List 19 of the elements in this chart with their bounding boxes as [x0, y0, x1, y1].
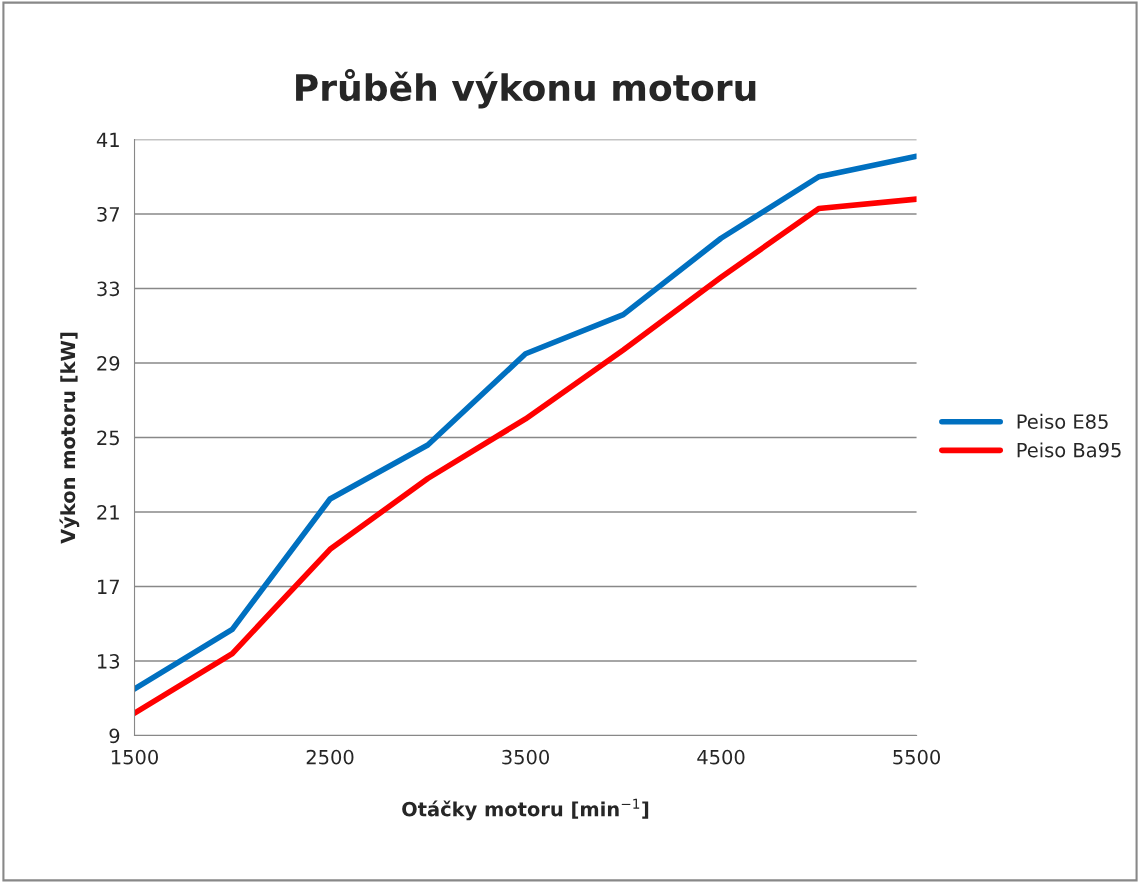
y-tick-label: 37: [97, 206, 119, 222]
y-axis-title: Výkon motoru [kW]: [59, 332, 80, 544]
legend-label: Peiso Ba95: [1017, 442, 1121, 458]
chart-title: Průběh výkonu motoru: [296, 68, 756, 109]
x-tick-label: 5500: [893, 749, 941, 765]
x-tick-label: 3500: [502, 749, 549, 765]
x-tick-label: 1500: [111, 749, 158, 765]
legend-label: Peiso E85: [1017, 413, 1108, 429]
y-tick-label: 17: [98, 579, 119, 594]
x-tick-label: 2500: [306, 749, 354, 765]
y-tick-label: 13: [98, 653, 120, 669]
y-tick-label: 29: [97, 355, 120, 371]
y-tick-label: 9: [109, 728, 120, 744]
y-tick-label: 41: [96, 132, 119, 147]
y-tick-label: 33: [97, 281, 120, 297]
y-tick-label: 25: [97, 430, 119, 446]
y-tick-label: 21: [97, 504, 119, 520]
x-tick-label: 4500: [697, 749, 745, 765]
x-axis-title: Otáčky motoru [min$^{−1}$]: [402, 798, 649, 821]
